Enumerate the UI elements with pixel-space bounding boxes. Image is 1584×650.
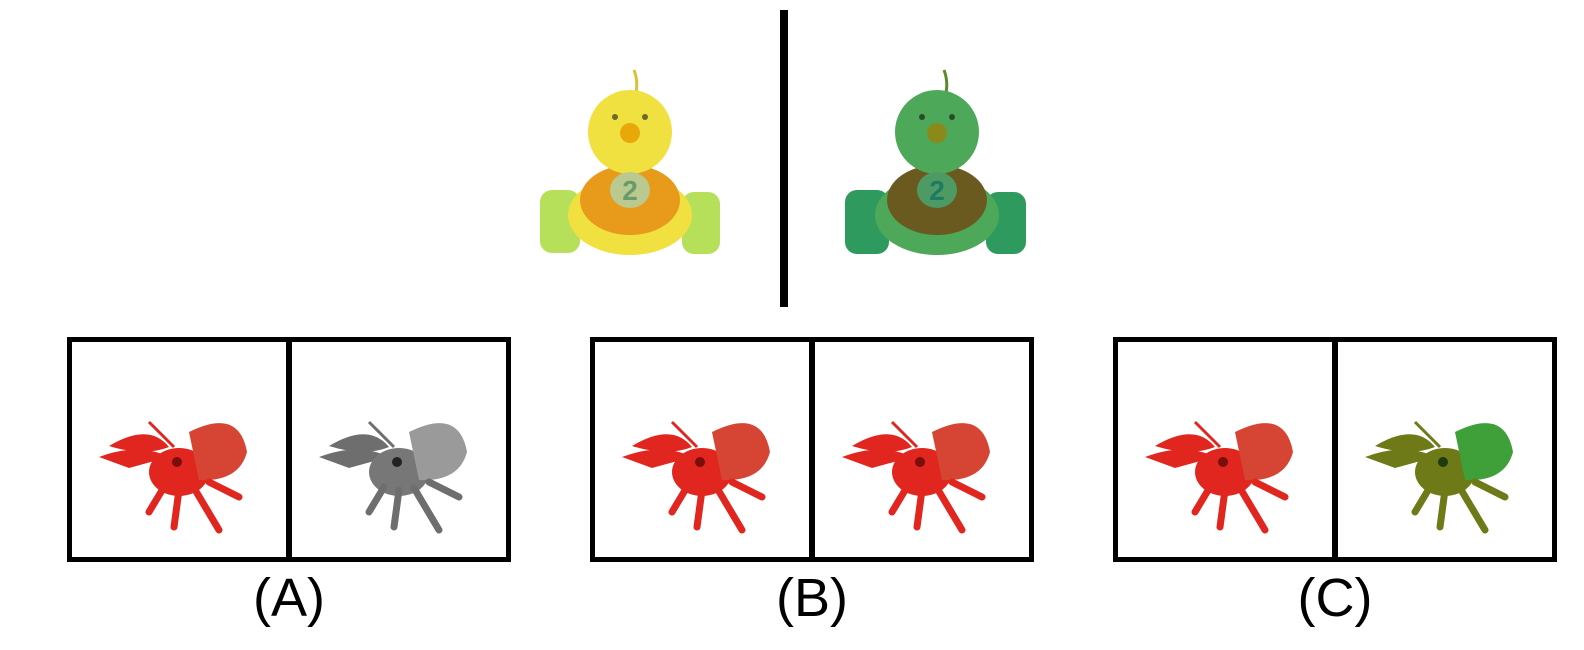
- option-b-right-cell: [815, 342, 1029, 557]
- example-toy-right: 2: [840, 60, 1040, 270]
- option-c-separator: [1332, 342, 1338, 557]
- option-b-panel[interactable]: [590, 337, 1034, 562]
- toy-number-left: 2: [622, 175, 638, 206]
- example-toy-left: 2: [530, 60, 730, 270]
- hermit-crab-red-image: [842, 420, 990, 534]
- option-c-right-cell: [1338, 342, 1552, 557]
- hermit-crab-gray-image: [319, 420, 467, 534]
- hermit-crab-olive-green-image: [1365, 420, 1513, 534]
- option-a-panel[interactable]: [67, 337, 511, 562]
- option-a-label: (A): [253, 568, 325, 628]
- option-c-label: (C): [1297, 568, 1373, 628]
- option-b-left-cell: [595, 342, 809, 557]
- option-a-left-cell: [72, 342, 286, 557]
- hermit-crab-red-image: [1145, 420, 1293, 534]
- toy-car-green-image: 2: [845, 69, 1026, 255]
- option-c-left-cell: [1118, 342, 1332, 557]
- toy-car-yellow-image: 2: [540, 69, 720, 255]
- hermit-crab-red-image: [99, 420, 247, 534]
- option-a-right-cell: [292, 342, 506, 557]
- toy-number-right: 2: [929, 175, 945, 206]
- hermit-crab-red-image: [622, 420, 770, 534]
- option-c-panel[interactable]: [1113, 337, 1557, 562]
- option-a-separator: [286, 342, 292, 557]
- example-divider: [780, 10, 788, 307]
- option-b-label: (B): [776, 568, 848, 628]
- option-b-separator: [809, 342, 815, 557]
